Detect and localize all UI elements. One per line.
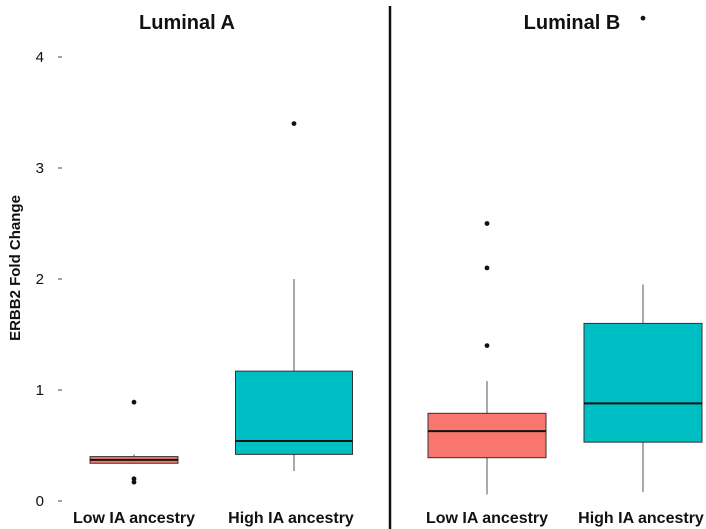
outlier-point xyxy=(641,16,646,21)
category-label: High IA ancestry xyxy=(578,510,704,527)
y-tick-label: 0 xyxy=(36,493,44,510)
outlier-point xyxy=(485,221,490,226)
box-iqr xyxy=(428,413,546,457)
panel-luminal-a: Luminal A Low IA ancestry High IA ancest… xyxy=(73,12,354,527)
category-label: Low IA ancestry xyxy=(73,510,195,527)
category-label: High IA ancestry xyxy=(228,510,354,527)
panel-title: Luminal A xyxy=(139,12,235,34)
outlier-point xyxy=(485,343,490,348)
y-axis: 0 1 2 3 4 xyxy=(36,49,62,510)
category-label: Low IA ancestry xyxy=(426,510,548,527)
y-tick-label: 1 xyxy=(36,382,44,399)
outlier-point xyxy=(132,400,137,405)
outlier-point xyxy=(485,266,490,271)
y-tick-label: 3 xyxy=(36,160,44,177)
outlier-point xyxy=(292,121,297,126)
outlier-point xyxy=(132,480,137,485)
y-axis-label: ERBB2 Fold Change xyxy=(7,195,24,341)
y-tick-label: 4 xyxy=(36,49,44,66)
panel-luminal-b: Luminal B Low IA ancestry High IA ancest… xyxy=(426,12,704,527)
panel-title: Luminal B xyxy=(524,12,621,34)
y-tick-label: 2 xyxy=(36,271,44,288)
box-iqr xyxy=(584,323,702,442)
